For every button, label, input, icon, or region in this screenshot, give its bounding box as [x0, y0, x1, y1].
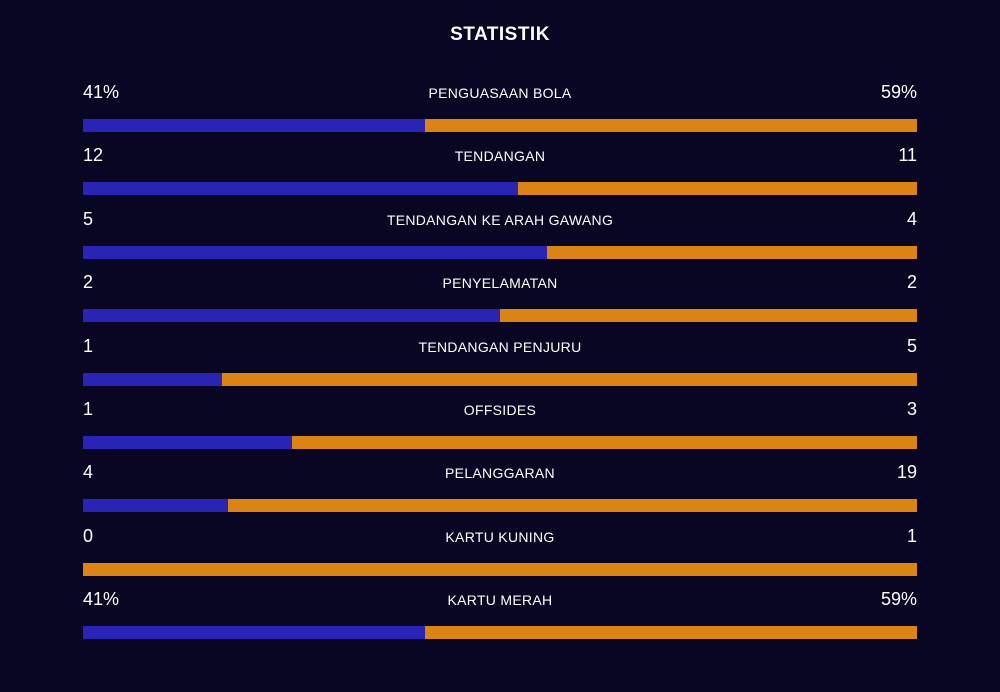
comparison-bar — [83, 499, 917, 513]
home-bar-fill — [83, 119, 425, 132]
away-value: 59% — [880, 589, 917, 610]
stat-row: 1 TENDANGAN PENJURU 5 — [83, 334, 917, 397]
stat-row: 12 TENDANGAN 11 — [83, 143, 917, 206]
home-value: 2 — [83, 272, 94, 293]
away-bar-fill — [546, 245, 917, 259]
home-bar-fill — [83, 435, 292, 449]
stat-label: TENDANGAN — [454, 148, 546, 165]
comparison-bar — [83, 245, 917, 259]
stat-label: TENDANGAN KE ARAH GAWANG — [386, 211, 614, 228]
comparison-bar — [83, 435, 917, 449]
comparison-bar — [83, 626, 917, 640]
away-bar-fill — [424, 626, 917, 640]
comparison-bar — [83, 309, 917, 323]
away-value: 4 — [906, 208, 917, 229]
away-value: 1 — [906, 525, 917, 546]
stat-row: 41% KARTU MERAH 59% — [83, 587, 917, 650]
away-value: 19 — [896, 462, 917, 483]
stat-header: 41% KARTU MERAH 59% — [83, 587, 917, 614]
away-value: 3 — [906, 398, 917, 419]
comparison-bar — [83, 562, 917, 576]
stat-header: 1 TENDANGAN PENJURU 5 — [83, 334, 917, 361]
home-bar-fill — [83, 499, 229, 513]
away-value: 11 — [898, 145, 917, 166]
stat-header: 1 OFFSIDES 3 — [83, 397, 917, 424]
away-bar-fill — [518, 182, 917, 196]
away-value: 59% — [880, 82, 917, 102]
stats-title: STATISTIK — [450, 24, 550, 45]
stat-label: PELANGGARAN — [445, 465, 555, 482]
home-bar-fill — [83, 309, 500, 323]
home-bar-fill — [83, 182, 519, 196]
home-bar-fill — [83, 245, 547, 259]
stat-header: 4 PELANGGARAN 19 — [83, 460, 917, 487]
stat-row: 0 KARTU KUNING 1 — [83, 524, 917, 587]
home-value: 12 — [83, 145, 104, 166]
stat-label: KARTU KUNING — [445, 528, 555, 545]
stat-header: 41% PENGUASAAN BOLA 59% — [83, 80, 917, 107]
home-value: 41% — [83, 82, 120, 102]
home-value: 1 — [83, 398, 94, 419]
home-value: 1 — [83, 335, 94, 356]
away-bar-fill — [291, 435, 917, 449]
comparison-bar — [83, 372, 917, 386]
stat-header: 12 TENDANGAN 11 — [83, 143, 917, 170]
away-value: 2 — [906, 272, 917, 293]
stat-row: 41% PENGUASAAN BOLA 59% — [83, 80, 917, 143]
stat-header: 2 PENYELAMATAN 2 — [83, 270, 917, 297]
stat-label: KARTU MERAH — [447, 592, 553, 609]
home-bar-fill — [83, 372, 223, 386]
stat-header: 0 KARTU KUNING 1 — [83, 524, 917, 551]
stat-row: 2 PENYELAMATAN 2 — [83, 270, 917, 333]
away-bar-fill — [500, 309, 917, 323]
home-bar-fill — [83, 626, 425, 640]
comparison-bar — [83, 182, 917, 196]
comparison-bar — [83, 119, 917, 132]
stat-header: 5 TENDANGAN KE ARAH GAWANG 4 — [83, 207, 917, 234]
stat-label: OFFSIDES — [463, 401, 537, 418]
stat-label: PENYELAMATAN — [442, 275, 558, 292]
stat-row: 1 OFFSIDES 3 — [83, 397, 917, 460]
away-value: 5 — [906, 335, 917, 356]
away-bar-fill — [222, 372, 917, 386]
away-bar-fill — [424, 119, 917, 132]
stat-row: 4 PELANGGARAN 19 — [83, 460, 917, 523]
home-value: 0 — [83, 525, 94, 546]
away-bar-fill — [228, 499, 917, 513]
stat-label: TENDANGAN PENJURU — [418, 338, 582, 355]
home-value: 41% — [83, 589, 120, 610]
stat-row: 5 TENDANGAN KE ARAH GAWANG 4 — [83, 207, 917, 270]
away-bar-fill — [83, 562, 917, 576]
home-value: 4 — [83, 462, 94, 483]
home-value: 5 — [83, 208, 94, 229]
stats-list: 41% PENGUASAAN BOLA 59% 12 TENDANGAN 11 5 TENDA… — [83, 80, 917, 651]
stat-label: PENGUASAAN BOLA — [428, 85, 572, 101]
